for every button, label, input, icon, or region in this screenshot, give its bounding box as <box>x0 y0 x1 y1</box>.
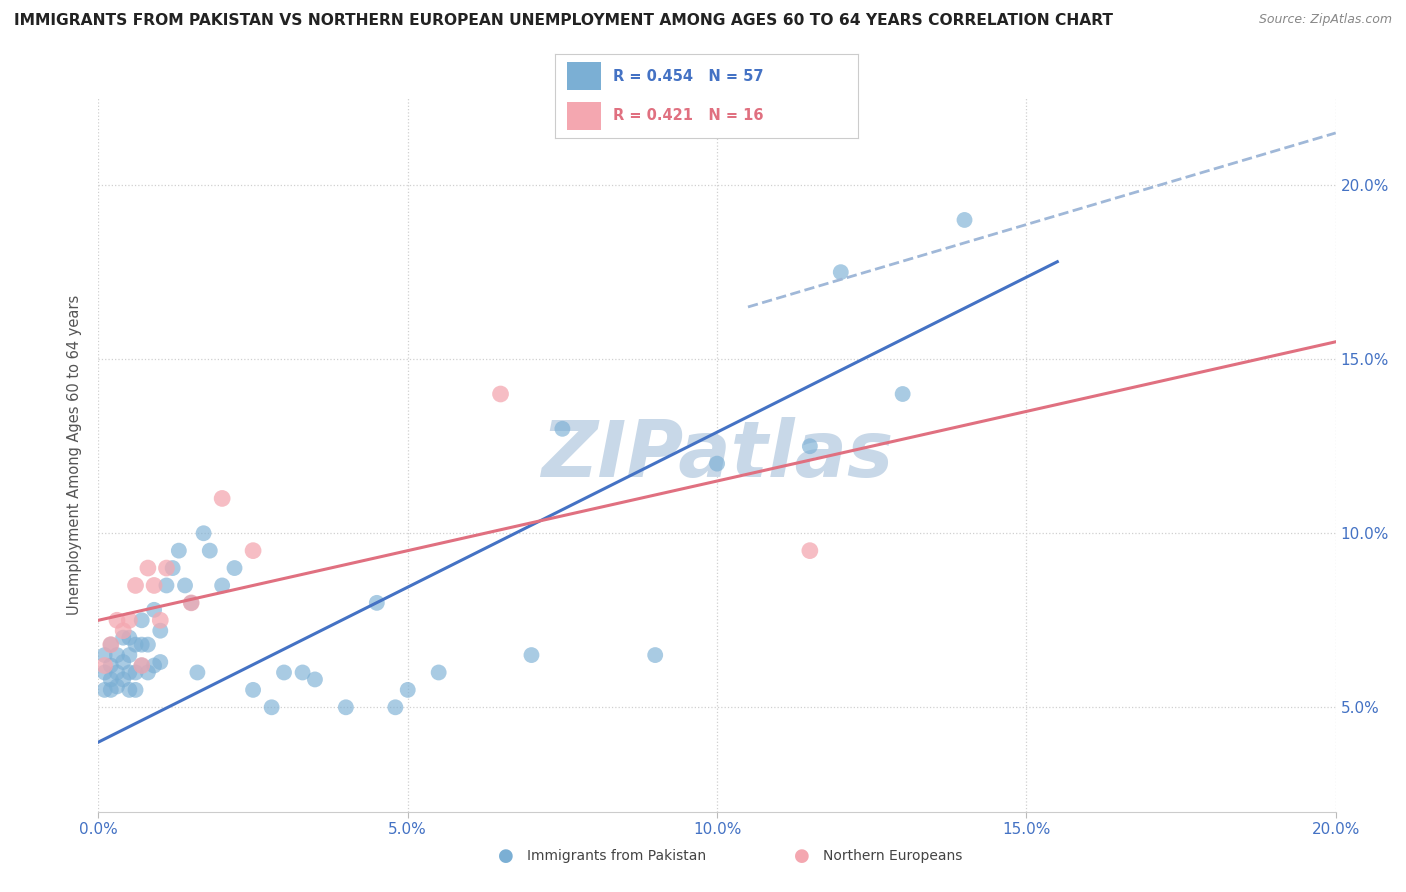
Point <box>118 631 141 645</box>
Point <box>551 422 574 436</box>
Point <box>118 648 141 662</box>
Point <box>124 638 146 652</box>
Point <box>155 578 177 592</box>
Point <box>93 682 115 697</box>
Point <box>93 658 115 673</box>
Point <box>149 624 172 638</box>
Bar <box>568 102 600 130</box>
Point <box>143 603 166 617</box>
Point <box>105 680 128 694</box>
Point <box>396 682 419 697</box>
Point <box>520 648 543 662</box>
Point <box>198 543 221 558</box>
Point <box>131 638 153 652</box>
Point <box>100 682 122 697</box>
Text: ●: ● <box>793 847 810 865</box>
Point <box>93 648 115 662</box>
Text: Source: ZipAtlas.com: Source: ZipAtlas.com <box>1258 13 1392 27</box>
Point <box>105 665 128 680</box>
Point <box>112 631 135 645</box>
Point <box>174 578 197 592</box>
Point <box>953 213 976 227</box>
Point <box>136 638 159 652</box>
Point <box>93 665 115 680</box>
Point <box>118 613 141 627</box>
Point <box>186 665 208 680</box>
Point <box>131 658 153 673</box>
Point <box>211 491 233 506</box>
Point <box>799 439 821 453</box>
Point <box>427 665 450 680</box>
Point <box>211 578 233 592</box>
Point <box>162 561 184 575</box>
Point <box>180 596 202 610</box>
Point <box>260 700 283 714</box>
Point <box>830 265 852 279</box>
Point <box>706 457 728 471</box>
Point <box>335 700 357 714</box>
Point <box>242 543 264 558</box>
Point <box>155 561 177 575</box>
Point <box>118 665 141 680</box>
Point <box>118 682 141 697</box>
Point <box>193 526 215 541</box>
Point <box>304 673 326 687</box>
Point <box>100 658 122 673</box>
Text: Immigrants from Pakistan: Immigrants from Pakistan <box>527 849 706 863</box>
Point <box>366 596 388 610</box>
Point <box>100 638 122 652</box>
Point <box>112 655 135 669</box>
Point <box>242 682 264 697</box>
Point <box>105 648 128 662</box>
Point <box>799 543 821 558</box>
Point <box>143 658 166 673</box>
Point <box>136 561 159 575</box>
Point <box>891 387 914 401</box>
Text: IMMIGRANTS FROM PAKISTAN VS NORTHERN EUROPEAN UNEMPLOYMENT AMONG AGES 60 TO 64 Y: IMMIGRANTS FROM PAKISTAN VS NORTHERN EUR… <box>14 13 1114 29</box>
Text: R = 0.421   N = 16: R = 0.421 N = 16 <box>613 108 763 123</box>
Point <box>136 665 159 680</box>
Text: ●: ● <box>498 847 515 865</box>
Point <box>489 387 512 401</box>
Point <box>100 638 122 652</box>
Text: ZIPatlas: ZIPatlas <box>541 417 893 493</box>
Point <box>112 673 135 687</box>
Point <box>100 673 122 687</box>
Y-axis label: Unemployment Among Ages 60 to 64 years: Unemployment Among Ages 60 to 64 years <box>67 294 83 615</box>
Point <box>291 665 314 680</box>
Point <box>105 613 128 627</box>
Point <box>167 543 190 558</box>
Point <box>143 578 166 592</box>
Point <box>131 613 153 627</box>
Point <box>149 613 172 627</box>
Point <box>124 665 146 680</box>
Point <box>180 596 202 610</box>
Point <box>149 655 172 669</box>
Point <box>273 665 295 680</box>
Point <box>131 658 153 673</box>
Point <box>124 578 146 592</box>
Text: R = 0.454   N = 57: R = 0.454 N = 57 <box>613 69 763 84</box>
Point <box>124 682 146 697</box>
Point <box>224 561 246 575</box>
Text: Northern Europeans: Northern Europeans <box>823 849 962 863</box>
Point <box>384 700 406 714</box>
Point <box>112 624 135 638</box>
Point <box>644 648 666 662</box>
Bar <box>568 62 600 90</box>
